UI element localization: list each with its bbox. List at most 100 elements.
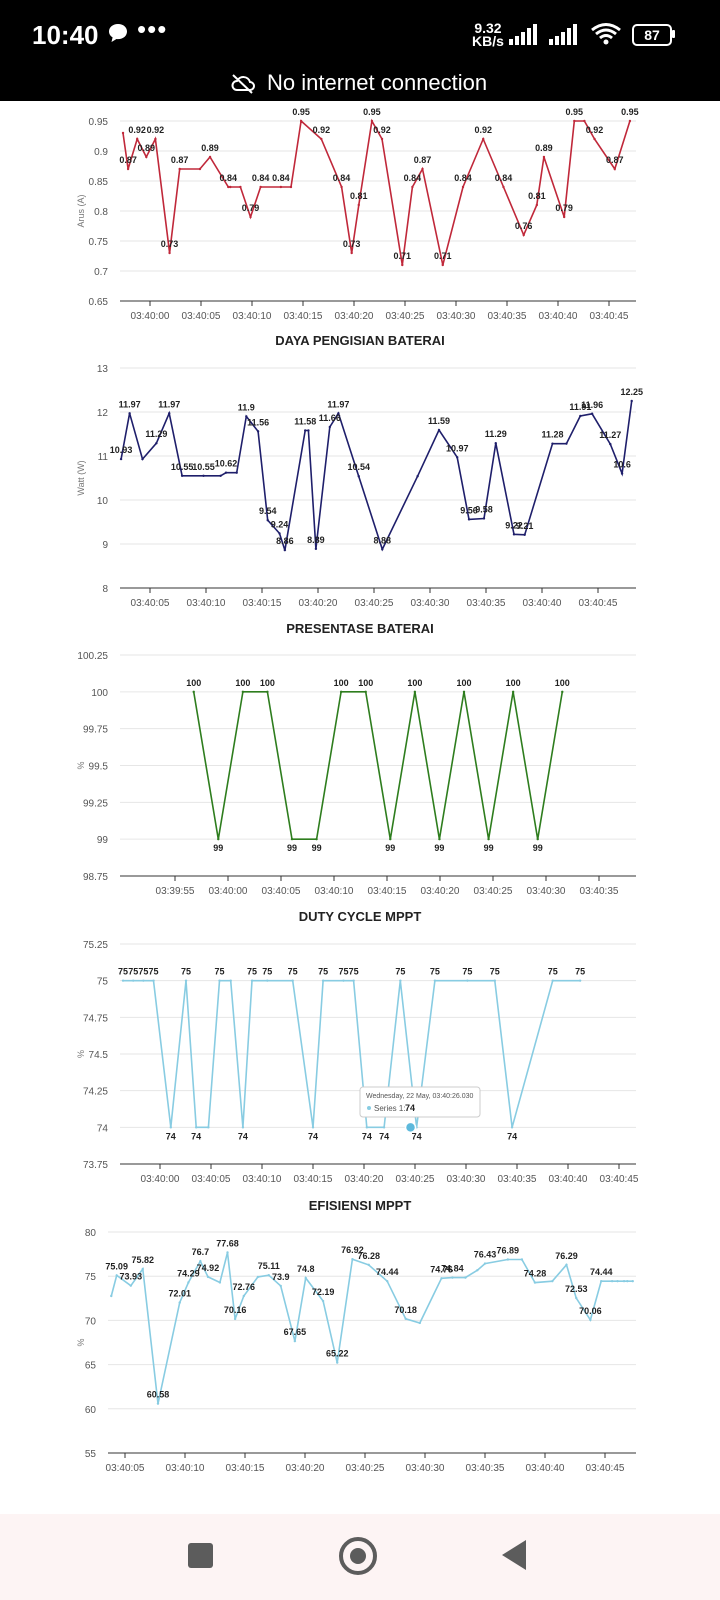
x-tick-label: 03:40:05 <box>182 311 221 322</box>
data-label: 0.95 <box>363 107 381 117</box>
data-label: 76.89 <box>497 1245 520 1255</box>
data-point <box>535 203 539 207</box>
data-point <box>152 979 155 982</box>
data-label: 76.29 <box>555 1251 578 1261</box>
data-point <box>357 475 360 478</box>
data-point <box>502 185 505 189</box>
data-point <box>180 474 184 477</box>
data-point <box>278 532 281 535</box>
data-label: 73.93 <box>120 1272 143 1282</box>
data-point <box>192 690 195 694</box>
data-label: 74.76 <box>430 1264 453 1274</box>
data-point <box>121 979 125 982</box>
data-label: 0.95 <box>292 107 310 117</box>
back-button[interactable] <box>502 1540 526 1570</box>
chart-scroll-area[interactable]: 0.95 0.9 0.85 0.8 0.75 0.7 0.65 03:40:00 03:40:0… <box>0 101 720 1514</box>
tooltip-value: 74 <box>405 1103 415 1113</box>
data-point <box>613 167 616 171</box>
data-label: 67.65 <box>284 1327 307 1337</box>
data-label: 0.71 <box>394 251 412 261</box>
x-tick-label: 03:40:35 <box>466 1463 505 1474</box>
y-tick-label: 13 <box>97 364 109 375</box>
data-label: 99 <box>312 843 322 853</box>
data-point <box>551 1279 554 1283</box>
data-label: 11.59 <box>428 416 450 426</box>
data-label: 99 <box>385 843 395 853</box>
data-label: 0.79 <box>555 203 573 213</box>
data-label: 74.84 <box>441 1264 464 1274</box>
data-label: 0.87 <box>119 155 137 165</box>
data-label: 76.92 <box>341 1245 364 1255</box>
data-point <box>433 979 437 982</box>
y-tick-label: 80 <box>85 1228 97 1239</box>
data-label: 75 <box>395 967 405 977</box>
x-tick-label: 03:40:35 <box>580 886 619 897</box>
x-tick-label: 03:40:05 <box>262 886 301 897</box>
data-point <box>199 1259 202 1263</box>
data-point <box>482 517 486 520</box>
data-point <box>279 1284 282 1288</box>
data-label: 72.01 <box>168 1289 191 1299</box>
data-label: 100 <box>555 678 570 688</box>
signal-icon <box>548 24 578 51</box>
y-axis-label: % <box>76 761 86 769</box>
y-tick-label: 98.75 <box>83 872 108 883</box>
y-tick-label: 75 <box>85 1272 97 1283</box>
data-point <box>512 533 516 536</box>
data-label: 9.54 <box>259 506 277 516</box>
data-label: 0.79 <box>242 203 260 213</box>
data-point <box>520 1258 524 1261</box>
data-point <box>494 442 497 445</box>
data-label: 100 <box>407 678 422 688</box>
data-label: 11.29 <box>145 429 167 439</box>
tooltip-box <box>359 1086 481 1118</box>
y-axis-label: % <box>76 1050 86 1058</box>
data-label: 75 <box>262 967 272 977</box>
data-point <box>523 533 526 536</box>
y-tick-label: 11 <box>98 452 109 463</box>
y-tick-label: 74.75 <box>83 1013 108 1024</box>
data-point <box>451 1276 454 1279</box>
data-label: 11.97 <box>158 399 180 409</box>
data-label: 70.06 <box>579 1306 602 1316</box>
data-label: 100 <box>334 678 349 688</box>
more-dots-icon: ••• <box>137 14 168 44</box>
data-label: 75 <box>128 967 138 977</box>
x-tick-label: 03:40:45 <box>590 311 629 322</box>
data-label: 0.81 <box>350 191 368 201</box>
data-label: 11.28 <box>541 430 563 440</box>
recents-button[interactable] <box>188 1543 213 1568</box>
x-tick-label: 03:40:10 <box>315 886 354 897</box>
data-point <box>370 119 374 123</box>
data-point <box>311 1126 315 1129</box>
data-label: 74 <box>507 1131 517 1141</box>
data-point <box>461 185 465 189</box>
data-point <box>267 1274 270 1277</box>
data-label: 75 <box>430 967 440 977</box>
data-point <box>256 430 260 433</box>
data-label: 74.8 <box>297 1264 315 1274</box>
data-label: 100 <box>186 678 201 688</box>
data-point <box>365 1126 369 1129</box>
data-point <box>119 457 123 461</box>
y-tick-label: 10 <box>97 496 109 507</box>
data-point <box>616 1279 619 1283</box>
data-point <box>178 167 181 171</box>
x-tick-label: 03:40:05 <box>192 1174 231 1185</box>
data-point <box>462 690 466 694</box>
data-label: 0.89 <box>535 143 553 153</box>
data-label: 74 <box>308 1131 318 1141</box>
data-label: 0.92 <box>128 125 146 135</box>
data-point <box>380 137 384 141</box>
tooltip-series: Series 1: <box>374 1104 406 1113</box>
x-tick-label: 03:40:45 <box>579 598 618 609</box>
x-tick-label: 03:40:00 <box>141 1174 180 1185</box>
data-point <box>482 137 485 141</box>
data-label: 75 <box>138 967 148 977</box>
data-point <box>184 979 188 982</box>
data-label: 60.58 <box>147 1390 170 1400</box>
x-tick-label: 03:40:10 <box>233 311 272 322</box>
data-point <box>249 215 252 219</box>
cloud-off-icon <box>230 72 256 99</box>
home-button[interactable] <box>339 1537 377 1575</box>
